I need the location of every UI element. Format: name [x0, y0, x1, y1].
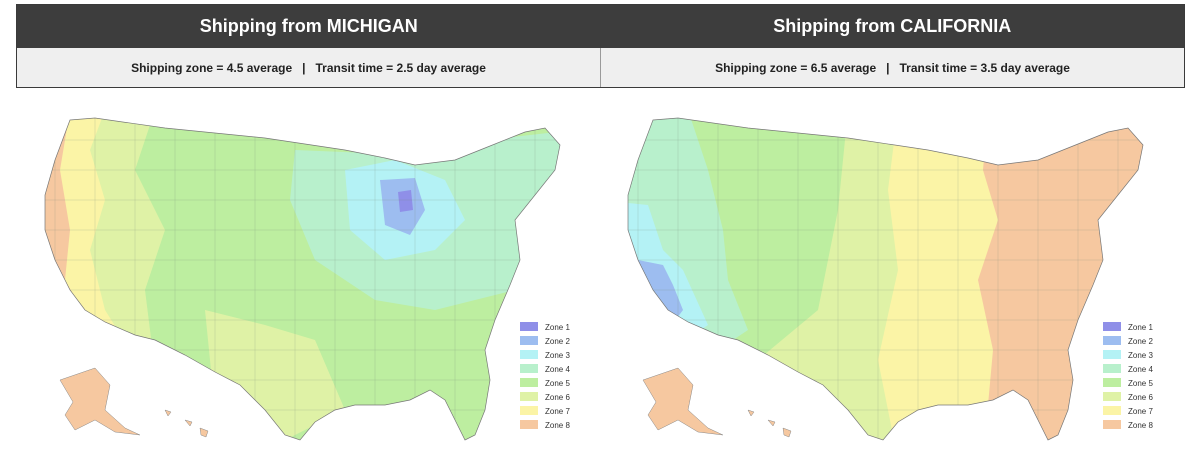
zone-legend: Zone 1 Zone 2 Zone 3 Zone 4 Zone 5 Zone …: [520, 322, 570, 430]
svg-text:Zone 5: Zone 5: [1128, 379, 1153, 388]
legend-item: Zone 8: [1103, 420, 1153, 430]
hawaii-region: [747, 409, 792, 438]
michigan-zone-map: Zone 1 Zone 2 Zone 3 Zone 4 Zone 5 Zone …: [15, 110, 575, 460]
svg-text:Zone 1: Zone 1: [1128, 323, 1153, 332]
svg-text:Zone 2: Zone 2: [545, 337, 570, 346]
us-outline: [627, 117, 1144, 441]
michigan-summary: Shipping zone = 4.5 average | Transit ti…: [131, 60, 486, 75]
svg-text:Zone 8: Zone 8: [1128, 421, 1153, 430]
legend-item: Zone 6: [520, 392, 570, 402]
shipping-comparison-table: Shipping from MICHIGAN Shipping from CAL…: [16, 4, 1185, 88]
california-zone-map: Zone 1 Zone 2 Zone 3 Zone 4 Zone 5 Zone …: [598, 110, 1158, 460]
svg-text:Zone 4: Zone 4: [1128, 365, 1153, 374]
legend-item: Zone 6: [1103, 392, 1153, 402]
title-row: Shipping from MICHIGAN Shipping from CAL…: [17, 5, 1184, 48]
svg-text:Zone 4: Zone 4: [545, 365, 570, 374]
michigan-title: Shipping from MICHIGAN: [199, 16, 418, 36]
svg-text:Zone 3: Zone 3: [545, 351, 570, 360]
legend-item: Zone 3: [520, 350, 570, 360]
zone-1-region: [398, 190, 413, 212]
svg-text:Zone 5: Zone 5: [545, 379, 570, 388]
svg-text:Zone 1: Zone 1: [545, 323, 570, 332]
legend-item: Zone 4: [520, 364, 570, 374]
california-title: Shipping from CALIFORNIA: [773, 16, 1012, 36]
svg-text:Zone 6: Zone 6: [545, 393, 570, 402]
zone-legend: Zone 1 Zone 2 Zone 3 Zone 4 Zone 5 Zone …: [1103, 322, 1153, 430]
michigan-map-svg: Zone 1 Zone 2 Zone 3 Zone 4 Zone 5 Zone …: [44, 117, 570, 441]
county-grid: [628, 118, 1143, 440]
legend-item: Zone 7: [520, 406, 570, 416]
legend-item: Zone 5: [520, 378, 570, 388]
california-map-svg: Zone 1 Zone 2 Zone 3 Zone 4 Zone 5 Zone …: [627, 117, 1153, 441]
legend-item: Zone 7: [1103, 406, 1153, 416]
zone-1-region: [628, 300, 658, 322]
legend-item: Zone 3: [1103, 350, 1153, 360]
legend-item: Zone 2: [1103, 336, 1153, 346]
legend-item: Zone 1: [1103, 322, 1153, 332]
legend-item: Zone 1: [520, 322, 570, 332]
svg-text:Zone 2: Zone 2: [1128, 337, 1153, 346]
svg-text:Zone 3: Zone 3: [1128, 351, 1153, 360]
legend-item: Zone 2: [520, 336, 570, 346]
legend-item: Zone 8: [520, 420, 570, 430]
alaska-region: [59, 367, 141, 436]
summary-row: Shipping zone = 4.5 average | Transit ti…: [17, 48, 1184, 87]
legend-item: Zone 4: [1103, 364, 1153, 374]
svg-text:Zone 7: Zone 7: [545, 407, 570, 416]
svg-text:Zone 7: Zone 7: [1128, 407, 1153, 416]
legend-item: Zone 5: [1103, 378, 1153, 388]
svg-text:Zone 6: Zone 6: [1128, 393, 1153, 402]
alaska-region: [642, 367, 724, 436]
us-outline: [44, 117, 561, 441]
svg-text:Zone 8: Zone 8: [545, 421, 570, 430]
california-summary: Shipping zone = 6.5 average | Transit ti…: [600, 48, 1184, 87]
hawaii-region: [164, 409, 209, 438]
